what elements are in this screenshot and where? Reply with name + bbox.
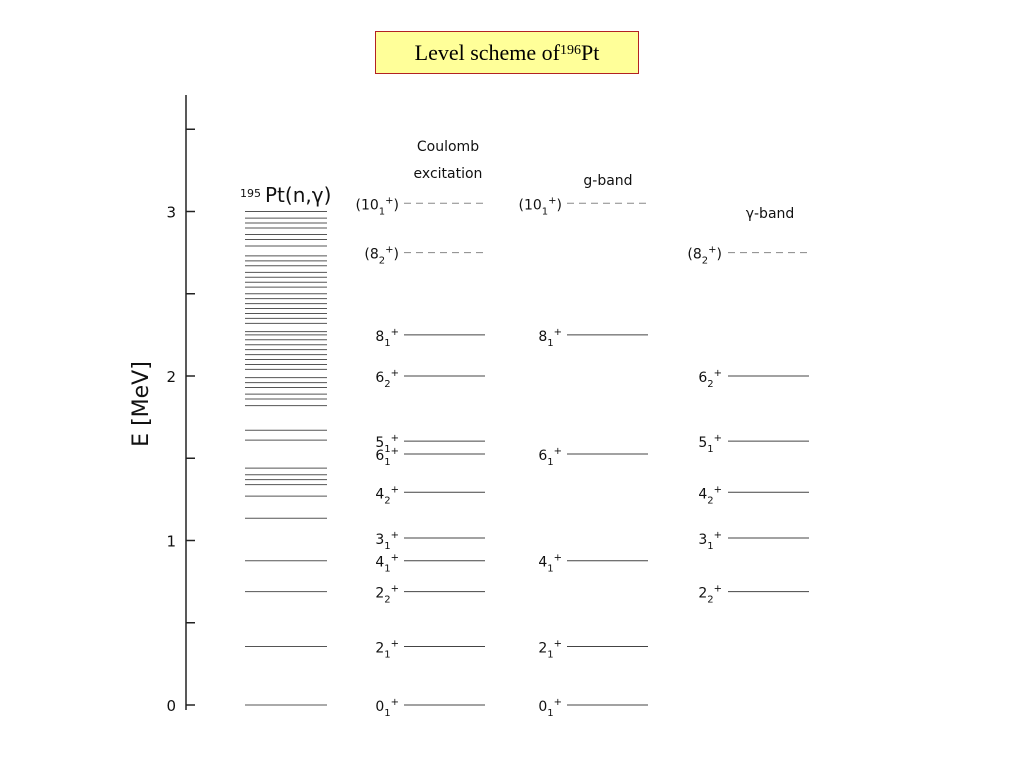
gband-level-label: 41+​ [538, 553, 562, 575]
axis-label: E [MeV] [129, 361, 154, 447]
gammaband-level-label: 62+​ [698, 368, 722, 390]
gammaband-label: γ-band [746, 206, 795, 222]
gband-level-label: 01+​ [538, 697, 562, 719]
title-element: Pt [581, 39, 600, 65]
coulomb-level-label: (101+) [355, 195, 399, 217]
coulomb-label-line1: Coulomb [417, 139, 479, 155]
coulomb-level-label: 42+​ [375, 484, 399, 506]
gband-levels: 01+​ 21+​ 41+​ 61+​ 81+​ (101+) [518, 195, 648, 719]
ng-label-mass: 195 [240, 187, 261, 200]
gband-level-label: (101+) [518, 195, 562, 217]
gband-label: g-band [583, 173, 632, 189]
coulomb-level-label: 21+​ [375, 638, 399, 660]
title-mass-number: 196 [560, 42, 581, 58]
coulomb-levels: 01+​21+​22+​41+​31+​42+​61+​51+​62+​81+​… [355, 195, 485, 719]
coulomb-level-label: 22+​ [375, 584, 399, 606]
axis-tick-label: 3 [166, 204, 176, 222]
coulomb-level-label: 62+​ [375, 368, 399, 390]
coulomb-level-label: 41+​ [375, 553, 399, 575]
title-text: Level scheme of [414, 39, 560, 65]
gammaband-levels: 22+​ 31+​ 42+​ 51+​ 62+​ (82+) [687, 245, 809, 606]
axis-tick-label: 2 [166, 368, 176, 386]
page-title: Level scheme of 196 Pt [375, 31, 639, 74]
axis-tick-label: 1 [166, 533, 176, 551]
gband-level-label: 21+​ [538, 638, 562, 660]
coulomb-level-label: 81+​ [375, 327, 399, 349]
coulomb-level-label: 01+​ [375, 697, 399, 719]
gammaband-level-label: 31+​ [698, 530, 722, 552]
gammaband-level-label: (82+) [687, 245, 722, 267]
gammaband-level-label: 22+​ [698, 584, 722, 606]
energy-axis: 0 1 2 3 [166, 95, 195, 715]
gammaband-level-label: 42+​ [698, 484, 722, 506]
coulomb-level-label: 31+​ [375, 530, 399, 552]
gband-level-label: 61+​ [538, 446, 562, 468]
coulomb-level-label: (82+) [364, 245, 399, 267]
gband-level-label: 81+​ [538, 327, 562, 349]
gammaband-level-label: 51+​ [698, 433, 722, 455]
ng-label-text: Pt(n,γ) [265, 183, 331, 207]
coulomb-label-line2: excitation [414, 166, 483, 182]
axis-tick-label: 0 [166, 697, 176, 715]
ng-levels [245, 211, 327, 706]
